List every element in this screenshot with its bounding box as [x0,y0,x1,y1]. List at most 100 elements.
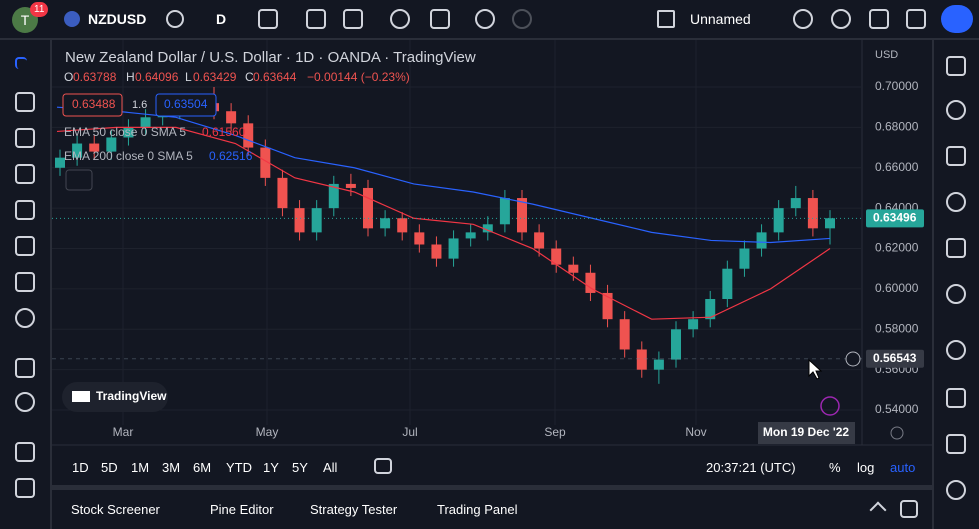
currency[interactable]: USD [875,49,898,61]
symbol[interactable]: NZDUSD [88,11,147,27]
magnet[interactable] [15,442,35,462]
ema50-legend: EMA 50 close 0 SMA 5 [64,125,186,139]
layout-icon[interactable] [657,10,675,28]
panel-tab[interactable]: Strategy Tester [310,502,398,517]
candle-body [260,147,271,178]
add-symbol[interactable] [166,10,184,28]
fib[interactable] [15,128,35,148]
replay[interactable] [430,9,450,29]
lock[interactable] [15,478,35,498]
redo[interactable] [512,9,532,29]
watchlist[interactable] [946,56,966,76]
range-button[interactable]: 5Y [292,460,308,475]
range-button[interactable]: 1M [131,460,150,475]
hotlists[interactable] [946,192,966,212]
zoom[interactable] [15,392,35,412]
indicators[interactable] [306,9,326,29]
l-value: 0.63429 [193,70,237,84]
crosshair-price-tag [866,349,924,368]
range-button[interactable]: 1Y [263,460,279,475]
last-price-label: 0.63496 [873,210,917,224]
auto[interactable]: auto [890,460,916,475]
candle-body [72,143,83,158]
undo[interactable] [475,9,495,29]
interval[interactable]: D [216,11,227,27]
snapshot[interactable] [906,9,926,29]
fullscreen[interactable] [869,9,889,29]
streams[interactable] [946,340,966,360]
sell-box[interactable] [62,93,123,117]
candle-body [636,349,647,370]
range-button[interactable]: All [323,460,338,475]
help[interactable] [946,480,966,500]
badge: 11 [30,2,49,17]
percent[interactable]: % [829,460,841,475]
text-tool[interactable] [15,200,35,220]
candle-body [756,232,767,249]
candle-body [363,187,373,229]
publish[interactable] [941,5,973,33]
candle-body [585,272,596,293]
data-window[interactable] [946,146,966,166]
alerts[interactable] [946,100,966,120]
candle-body [294,208,305,233]
log[interactable]: log [857,460,875,475]
brush[interactable] [15,164,35,184]
y-tick-label: 0.66000 [875,160,919,174]
spread: 1.6 [132,99,147,111]
templates[interactable] [343,9,363,29]
candle-body [123,127,134,138]
candle-body [534,232,545,249]
axis-settings[interactable] [890,426,904,440]
panel-tab[interactable]: Trading Panel [437,502,518,517]
calendar[interactable] [946,238,966,258]
range-button[interactable]: 1D [72,460,89,475]
candle-body [106,137,117,152]
panel-tab[interactable]: Pine Editor [210,502,274,517]
cursor[interactable] [15,57,27,69]
trend-line[interactable] [15,92,35,112]
x-tick-label: May [256,425,279,439]
range-button[interactable]: 6M [193,460,212,475]
buy-box[interactable] [155,93,217,117]
patterns[interactable] [15,236,35,256]
candle-body [345,183,356,188]
ruler[interactable] [15,358,35,378]
candle-body [226,111,237,124]
notifications[interactable] [946,434,966,454]
range-button[interactable]: 5D [101,460,118,475]
alert[interactable] [390,9,410,29]
candle-body [825,218,835,229]
ema-line [56,126,831,320]
chart-type[interactable] [258,9,278,29]
icons[interactable] [15,308,35,328]
maximize-panel[interactable] [900,500,918,518]
settings[interactable] [831,9,851,29]
collapse-legend[interactable] [65,169,93,191]
collapse-panel[interactable] [869,501,887,519]
c-value: 0.63644 [253,70,297,84]
candle-body [448,238,459,259]
events-icon[interactable] [820,396,840,416]
range-button[interactable]: YTD [226,460,252,475]
x-tick-label: Sep [544,425,566,439]
chats[interactable] [946,388,966,408]
layout-name[interactable]: Unnamed [690,11,751,27]
clock: 20:37:21 (UTC) [706,460,796,475]
ideas[interactable] [946,284,966,304]
date-range[interactable] [374,458,392,474]
sell-price[interactable]: 0.63488 [72,97,116,111]
candle-body [431,244,442,259]
right-toolbar [934,40,979,529]
range-button[interactable]: 3M [162,460,181,475]
candle-body [517,198,527,233]
candle-body [551,248,562,265]
crosshair-plus[interactable] [845,351,861,367]
candle-body [380,218,391,229]
search[interactable] [793,9,813,29]
o-value: 0.63788 [73,70,117,84]
prediction[interactable] [15,272,35,292]
buy-price[interactable]: 0.63504 [164,97,208,111]
panel-tab[interactable]: Stock Screener [71,502,160,517]
